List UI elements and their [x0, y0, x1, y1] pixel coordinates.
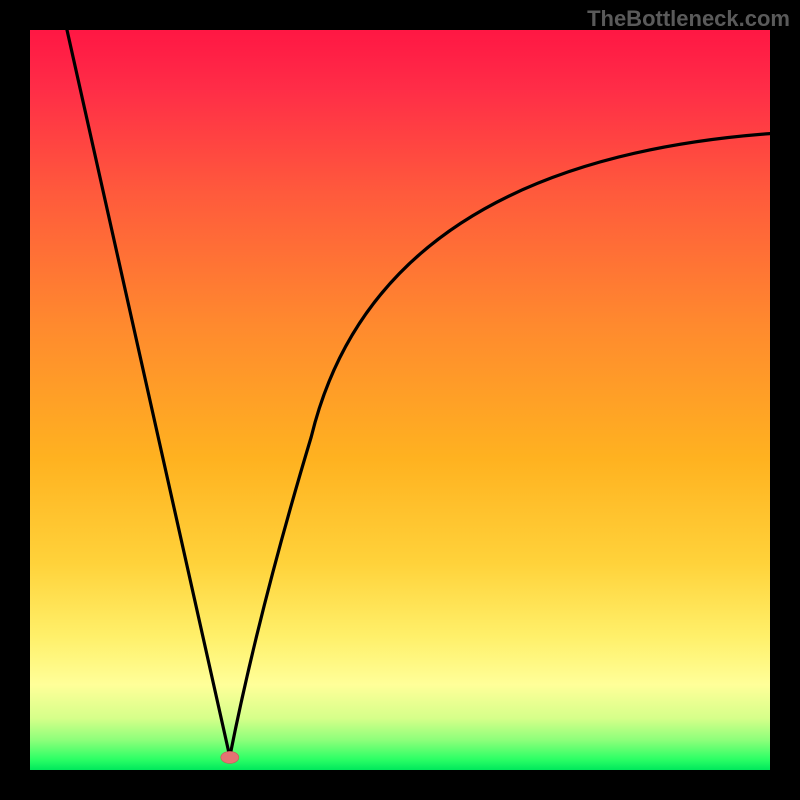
chart-frame: TheBottleneck.com	[0, 0, 800, 800]
plot-svg	[30, 30, 770, 770]
watermark-text: TheBottleneck.com	[587, 6, 790, 32]
optimum-marker	[221, 751, 239, 763]
plot-background	[30, 30, 770, 770]
